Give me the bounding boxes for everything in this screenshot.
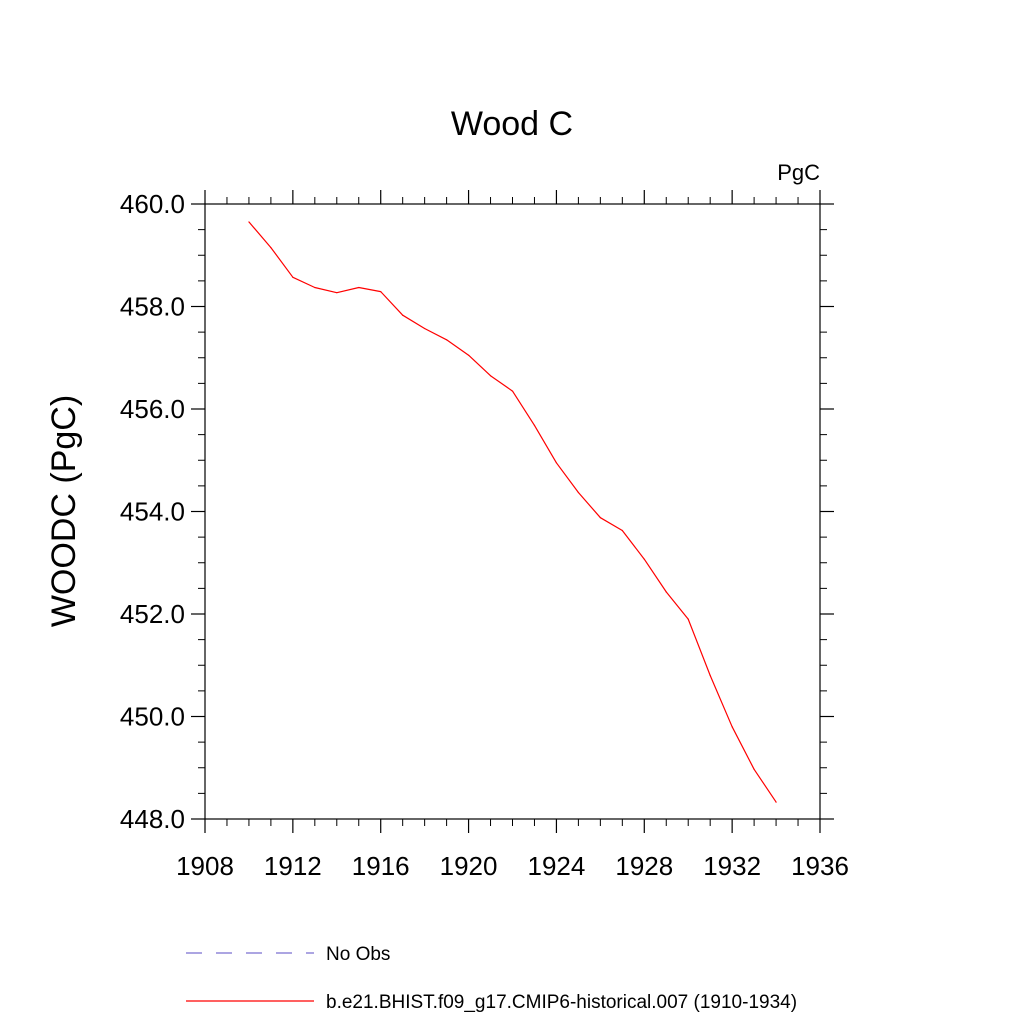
x-tick-label: 1920 xyxy=(440,851,498,881)
data-point xyxy=(665,591,667,593)
series-lines xyxy=(248,221,777,803)
legend-label-no-obs: No Obs xyxy=(326,944,390,965)
x-tick-label: 1916 xyxy=(352,851,410,881)
data-point xyxy=(775,801,777,803)
series-line-historical xyxy=(248,221,777,803)
data-point xyxy=(555,462,558,464)
data-point xyxy=(533,424,536,426)
data-point xyxy=(314,286,316,289)
y-tick-label: 448.0 xyxy=(120,804,185,834)
data-point xyxy=(248,221,250,223)
data-point xyxy=(621,529,623,532)
data-point xyxy=(709,674,711,677)
data-point xyxy=(511,390,514,392)
units-label: PgC xyxy=(777,160,820,185)
x-tick-label: 1924 xyxy=(528,851,586,881)
data-point xyxy=(402,314,404,316)
data-point xyxy=(687,618,689,620)
legend: No Obs b.e21.BHIST.f09_g17.CMIP6-histori… xyxy=(186,944,797,1013)
y-axis-label: WOODC (PgC) xyxy=(45,395,83,627)
y-tick-label: 454.0 xyxy=(120,497,185,527)
data-point xyxy=(358,286,360,289)
data-point xyxy=(599,517,601,519)
plot-frame xyxy=(204,203,821,820)
y-tick-label: 456.0 xyxy=(120,394,185,424)
axis-ticks xyxy=(191,190,834,833)
data-point xyxy=(577,491,579,494)
y-tick-label: 460.0 xyxy=(120,189,185,219)
data-point xyxy=(336,292,338,294)
data-point xyxy=(643,558,645,560)
data-point xyxy=(380,291,382,293)
tick-labels: 1908 1912 1916 1920 1924 1928 1932 1936 448.0 450… xyxy=(120,189,849,881)
y-tick-label: 458.0 xyxy=(120,292,185,322)
legend-label-historical: b.e21.BHIST.f09_g17.CMIP6-historical.007… xyxy=(326,992,797,1013)
data-point xyxy=(753,768,755,770)
data-point xyxy=(467,354,470,356)
data-point xyxy=(489,375,492,377)
data-point xyxy=(731,726,733,728)
x-tick-label: 1932 xyxy=(703,851,761,881)
data-point xyxy=(446,339,448,341)
data-point xyxy=(270,246,272,249)
x-tick-label: 1912 xyxy=(264,851,322,881)
y-tick-label: 452.0 xyxy=(120,599,185,629)
x-tick-label: 1928 xyxy=(615,851,673,881)
x-tick-label: 1936 xyxy=(791,851,849,881)
chart-title: Wood C xyxy=(451,105,573,143)
x-tick-label: 1908 xyxy=(176,851,234,881)
y-tick-label: 450.0 xyxy=(120,702,185,732)
data-point xyxy=(292,276,294,278)
data-point xyxy=(424,327,426,330)
